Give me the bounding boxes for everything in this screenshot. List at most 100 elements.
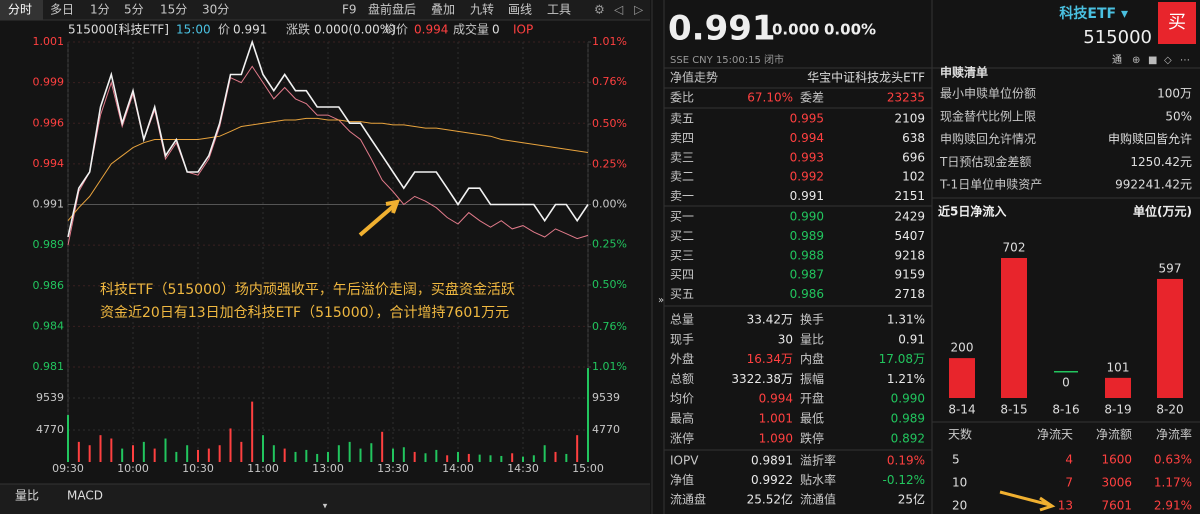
buy-button[interactable]: 买 [1168,12,1186,33]
timeframe-tab[interactable]: 多日 [50,3,74,17]
stat-value: 16.34万 [747,352,793,366]
row-value: 23235 [887,91,925,105]
volume-bar [240,441,243,462]
y-tick-label: 0.991 [33,198,65,211]
info-time: 15:00 [176,23,211,37]
info-change: 0.000(0.00%) [314,23,396,37]
tool-button[interactable]: 叠加 [431,3,455,17]
stat-value: 0.9922 [751,473,793,487]
expand-icon[interactable]: ▾ [323,502,328,512]
timeframe-tab[interactable]: 分时 [8,3,32,17]
volume-bar [554,451,557,462]
book-price: 0.988 [790,248,824,262]
toolbar-icon[interactable]: ▷ [634,3,644,17]
x-tick-label: 8-15 [1000,403,1027,417]
volume-bar [316,453,319,462]
panel-icon[interactable]: ⋯ [1180,55,1190,66]
stat-label: 开盘 [800,391,824,406]
volume-bar [175,451,178,462]
timeframe-tab[interactable]: 15分 [160,3,187,17]
timeframe-tab[interactable]: 1分 [90,3,110,17]
x-tick-label: 10:00 [117,462,149,475]
y-tick-label: 9539 [592,391,620,404]
volume-bar [348,441,351,462]
stat-label: 最低 [800,412,824,426]
book-volume: 2718 [894,287,925,301]
flow-bar [1054,371,1078,373]
flow-bar [1157,278,1183,398]
stat-value: 1.090 [759,431,793,445]
volume-bar [500,455,503,462]
volume-bar [565,453,568,462]
toolbar [0,0,650,20]
indicator-tab[interactable]: 量比 [15,489,39,503]
flow-bar [949,358,975,398]
table-header: 天数 [948,427,972,442]
table-cell: 7 [1065,476,1073,490]
tool-button[interactable]: 画线 [508,3,532,17]
toolbar-icon[interactable]: ◁ [613,3,623,17]
stat-value: 25.52亿 [747,492,793,507]
volume-bar [413,451,416,462]
panel-icon[interactable]: ■ [1148,55,1157,66]
tool-button[interactable]: F9 [342,3,357,17]
y2-tick-label: 0.76% [592,75,627,88]
collapse-toggle[interactable]: » [658,295,664,306]
book-price: 0.995 [790,112,824,126]
stat-value: 30 [778,332,793,346]
panel-icon[interactable]: ◇ [1164,55,1172,66]
table-cell: 1600 [1101,453,1132,467]
stat-label: 最高 [670,411,694,426]
change-pct: 0.00% [824,21,876,39]
book-volume: 696 [902,150,925,164]
volume-bar [99,435,102,462]
book-price: 0.991 [790,189,824,203]
toolbar-icon[interactable]: ⚙ [594,3,605,17]
tool-button[interactable]: 九转 [470,2,494,17]
bar-value: 0 [1062,376,1070,390]
book-label: 买一 [670,210,694,224]
sub-key: T-1日单位申赎资产 [939,177,1042,192]
book-label: 买二 [670,229,694,243]
stat-value: 17.08万 [879,352,925,366]
y-tick-label: 0.994 [33,157,65,170]
stat-label: 换手 [800,313,824,327]
volume-bar [110,438,113,462]
x-tick-label: 13:00 [312,462,344,475]
stat-label: 流通盘 [670,492,706,507]
fund-code: 515000 [1083,27,1152,48]
fund-name: 科技ETF ▾ [1059,5,1128,22]
info-avg: 0.994 [414,23,448,37]
timeframe-tab[interactable]: 30分 [202,3,229,17]
table-cell: 5 [952,453,960,467]
y2-tick-label: 0.50% [592,117,627,130]
volume-bar [543,445,546,462]
annotation-text: 科技ETF（515000）场内顽强收平，午后溢价走阔，买盘资金活跃 [100,281,515,298]
stat-label: 量比 [800,332,824,346]
stat-label: 涨停 [670,430,694,445]
sub-key: T日预估现金差额 [939,154,1031,169]
y-tick-label: 9539 [36,391,64,404]
volume-bar [218,445,221,462]
nav-tab[interactable]: 净值走势 [670,70,718,85]
tool-button[interactable]: 工具 [547,3,571,17]
sub-key: 现金替代比例上限 [940,108,1036,123]
table-cell: 3006 [1101,476,1132,490]
book-volume: 5407 [894,229,925,243]
y-tick-label: 0.996 [33,116,65,129]
volume-bar [207,448,210,462]
stat-label: 溢折率 [800,453,836,468]
volume-bar [381,431,384,462]
tool-button[interactable]: 盘前盘后 [368,2,416,17]
volume-bar [532,455,535,462]
indicator-tab[interactable]: MACD [67,489,103,503]
table-cell: 2.91% [1154,499,1192,513]
timeframe-tab[interactable]: 5分 [124,3,144,17]
book-price: 0.990 [790,210,824,224]
book-price: 0.993 [790,150,824,164]
table-cell: 20 [952,499,967,513]
book-label: 卖二 [670,170,694,184]
panel-icon[interactable]: ⊕ [1132,55,1140,66]
buy-button-bg[interactable] [1158,2,1196,44]
